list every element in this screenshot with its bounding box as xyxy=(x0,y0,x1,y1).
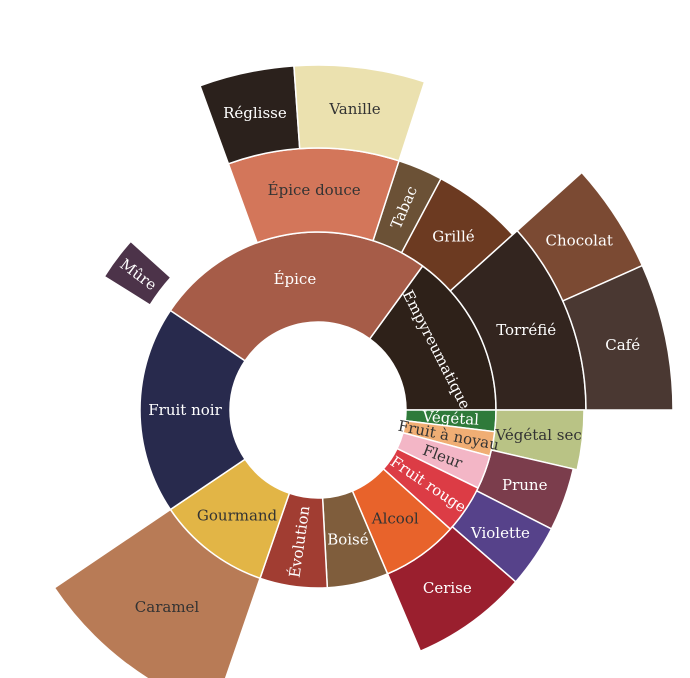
label-caramel: Caramel xyxy=(135,598,200,616)
label-gourmand: Gourmand xyxy=(197,507,278,525)
label-cerise: Cerise xyxy=(423,579,472,597)
label-violette: Violette xyxy=(470,524,530,542)
label-chocolat: Chocolat xyxy=(546,231,613,249)
label-vanille: Vanille xyxy=(328,100,380,118)
label-grille: Grillé xyxy=(432,228,475,246)
label-torrefie: Torréfié xyxy=(496,321,556,339)
label-epice-douce: Épice douce xyxy=(268,181,361,199)
label-vegetal: Végétal xyxy=(421,407,480,428)
label-alcool: Alcool xyxy=(371,509,419,527)
label-prune: Prune xyxy=(502,476,548,494)
label-epice: Épice xyxy=(274,270,317,288)
label-cafe: Café xyxy=(605,336,640,354)
segment-epice xyxy=(169,231,424,362)
segment-mure xyxy=(103,240,172,307)
label-vegetal-sec: Végétal sec xyxy=(494,426,581,444)
sunburst-segments xyxy=(53,64,674,678)
label-reglisse: Réglisse xyxy=(223,104,287,122)
segment-fruit-noir xyxy=(139,309,247,511)
label-fruit-noir: Fruit noir xyxy=(148,401,222,419)
label-boise: Boisé xyxy=(327,531,369,549)
segment-caramel xyxy=(53,508,262,678)
segment-vanille xyxy=(293,64,426,162)
segment-cafe xyxy=(561,264,674,411)
